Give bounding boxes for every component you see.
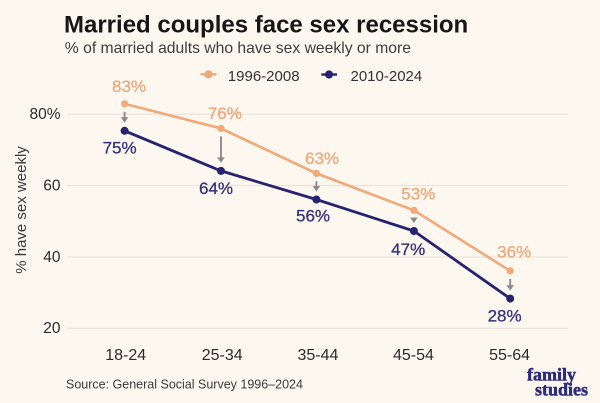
svg-text:1996-2008: 1996-2008: [228, 68, 300, 85]
svg-text:studies: studies: [535, 380, 588, 400]
svg-text:20: 20: [43, 320, 61, 337]
svg-text:53%: 53%: [401, 185, 435, 204]
svg-text:75%: 75%: [103, 139, 137, 158]
svg-text:family: family: [527, 365, 576, 385]
svg-text:36%: 36%: [497, 243, 531, 262]
svg-text:63%: 63%: [305, 149, 339, 168]
svg-text:25-34: 25-34: [202, 347, 243, 364]
svg-text:2010-2024: 2010-2024: [351, 68, 423, 85]
svg-text:Married couples face sex reces: Married couples face sex recession: [64, 12, 468, 39]
svg-text:45-54: 45-54: [393, 347, 434, 364]
svg-text:64%: 64%: [199, 179, 233, 198]
svg-text:35-44: 35-44: [297, 347, 338, 364]
svg-text:18-24: 18-24: [105, 347, 146, 364]
svg-text:Source: General Social Survey: Source: General Social Survey 1996–2024: [66, 378, 303, 392]
svg-text:% have sex weekly: % have sex weekly: [13, 146, 30, 274]
svg-text:56%: 56%: [296, 206, 330, 225]
svg-text:60: 60: [43, 177, 61, 194]
svg-text:% of married adults who have s: % of married adults who have sex weekly …: [65, 40, 411, 57]
svg-text:47%: 47%: [391, 240, 425, 259]
svg-text:76%: 76%: [208, 104, 242, 123]
svg-text:28%: 28%: [488, 307, 522, 326]
svg-text:40: 40: [43, 249, 61, 266]
svg-text:55-64: 55-64: [489, 347, 530, 364]
svg-text:83%: 83%: [112, 77, 146, 96]
svg-text:80%: 80%: [29, 106, 60, 123]
